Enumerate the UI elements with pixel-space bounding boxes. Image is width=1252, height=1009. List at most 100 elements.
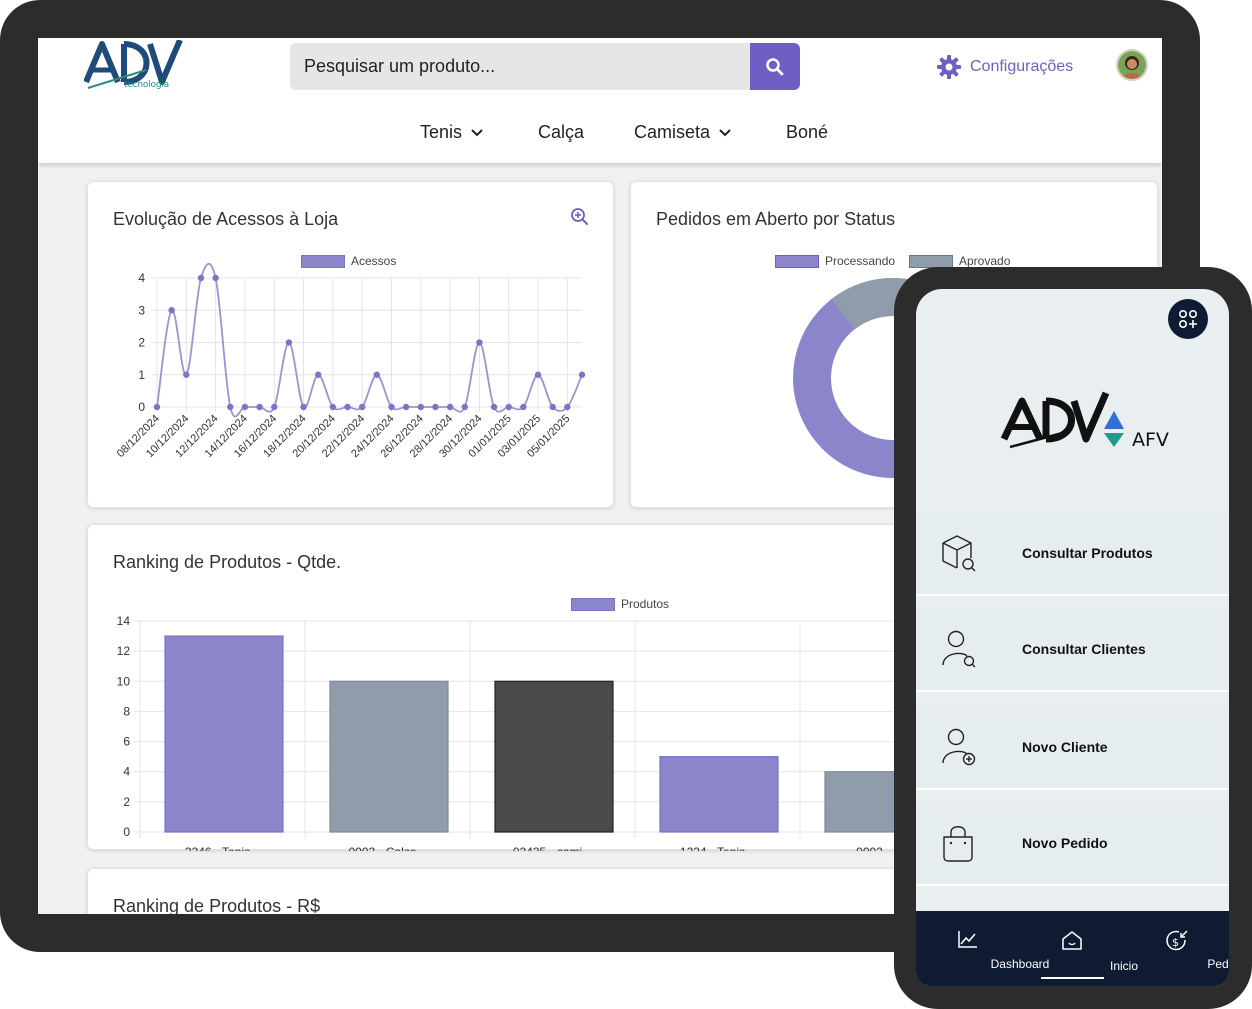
chevron-down-icon [719, 128, 731, 136]
data-point[interactable] [329, 403, 337, 411]
y-tick-label: 12 [117, 644, 131, 658]
legend-label: Acessos [351, 254, 397, 268]
category-nav: Tenis Calça Camiseta Boné [38, 122, 1162, 146]
tab-label: Pedidos [1207, 957, 1229, 971]
menu-label: Novo Cliente [1022, 739, 1108, 755]
gear-icon [937, 55, 961, 79]
data-point[interactable] [417, 403, 424, 411]
data-point[interactable] [578, 371, 586, 378]
data-point[interactable] [402, 403, 410, 411]
money-icon: $ [1166, 930, 1188, 951]
apps-button[interactable] [1168, 299, 1208, 339]
nav-item-bone[interactable]: Boné [786, 122, 828, 143]
y-tick-label: 2 [138, 336, 145, 350]
nav-item-label: Boné [786, 122, 829, 142]
search-input[interactable] [290, 43, 746, 90]
menu-label: Novo Pedido [1022, 835, 1108, 851]
nav-item-label: Calça [538, 122, 585, 142]
nav-item-calca[interactable]: Calça [538, 122, 584, 143]
legend-swatch-acessos [301, 254, 345, 268]
data-point[interactable] [153, 403, 161, 411]
data-point[interactable] [285, 339, 293, 346]
data-point[interactable] [315, 371, 322, 378]
data-point[interactable] [432, 403, 439, 411]
user-avatar[interactable] [1116, 49, 1148, 81]
data-point[interactable] [183, 371, 190, 378]
search-button[interactable] [750, 43, 800, 90]
user-search-icon [942, 630, 976, 668]
data-point[interactable] [271, 403, 278, 411]
data-point[interactable] [241, 403, 249, 411]
y-tick-label: 14 [117, 614, 131, 628]
y-tick-label: 3 [138, 303, 145, 317]
x-tick-label: 2346 - Tenis... [185, 845, 260, 851]
data-point[interactable] [212, 274, 219, 282]
data-point[interactable] [256, 403, 263, 411]
nav-item-label: Camiseta [634, 122, 711, 142]
data-point[interactable] [197, 274, 205, 282]
data-point[interactable] [490, 403, 498, 411]
adv-logo[interactable] [84, 40, 184, 96]
data-point[interactable] [373, 371, 381, 378]
menu-consultar-produtos[interactable]: Consultar Produtos [916, 512, 1229, 596]
series-line-acessos [156, 262, 583, 418]
ranking-qty-title: Ranking de Produtos - Qtde. [113, 552, 342, 572]
data-point[interactable] [520, 403, 527, 411]
menu-novo-cliente[interactable]: Novo Cliente [916, 706, 1229, 790]
user-add-icon [942, 728, 976, 766]
y-tick-label: 2 [123, 795, 130, 809]
data-point[interactable] [344, 403, 351, 411]
status-legend-aprovado: Aprovado [909, 254, 1010, 268]
nav-item-tenis[interactable]: Tenis [420, 122, 483, 143]
data-point[interactable] [476, 339, 483, 346]
y-tick-label: 0 [123, 825, 130, 839]
chevron-down-icon [471, 128, 483, 136]
menu-consultar-clientes[interactable]: Consultar Clientes [916, 608, 1229, 692]
data-point[interactable] [300, 403, 307, 411]
home-icon [1062, 931, 1082, 950]
menu-label: Consultar Clientes [1022, 641, 1146, 657]
data-point[interactable] [564, 403, 571, 411]
ranking-qty-legend: Produtos [571, 597, 669, 611]
data-point[interactable] [534, 371, 542, 378]
bar[interactable] [494, 680, 614, 833]
data-point[interactable] [505, 403, 512, 411]
tab-dashboard[interactable]: Dashboard [916, 911, 1049, 986]
box-search-icon [942, 535, 976, 572]
legend-swatch-produtos [571, 597, 615, 611]
apps-icon [1178, 309, 1198, 329]
tab-label: Inicio [1109, 959, 1138, 973]
y-tick-label: 10 [117, 674, 131, 688]
nav-item-label: Tenis [420, 122, 463, 142]
search-icon [766, 57, 784, 75]
data-point[interactable] [168, 307, 175, 314]
ranking-value-title: Ranking de Produtos - R$ [113, 896, 321, 914]
phone-screen: AFV Consultar Produtos Consultar Cliente… [916, 289, 1229, 986]
data-point[interactable] [446, 403, 454, 411]
y-tick-label: 0 [138, 400, 145, 414]
data-point[interactable] [227, 403, 234, 411]
access-chart-title: Evolução de Acessos à Loja [113, 209, 339, 229]
bar[interactable] [329, 680, 449, 833]
data-point[interactable] [388, 403, 395, 411]
settings-link[interactable]: Configurações [936, 54, 1073, 80]
data-point[interactable] [358, 403, 366, 411]
y-tick-label: 8 [123, 704, 130, 718]
site-header: tecnologia [38, 38, 1162, 163]
bar[interactable] [659, 756, 779, 833]
menu-novo-pedido[interactable]: Novo Pedido [916, 802, 1229, 886]
status-legend-processando: Processando [775, 254, 895, 268]
tab-pedidos[interactable]: $ Pedidos [1125, 911, 1229, 986]
tab-inicio[interactable]: Inicio [1020, 911, 1138, 986]
data-point[interactable] [549, 403, 556, 411]
zoom-in-icon[interactable] [570, 207, 590, 227]
settings-label: Configurações [970, 58, 1074, 75]
bar[interactable] [164, 635, 284, 833]
chart-line-icon [958, 931, 977, 948]
legend-label: Produtos [621, 597, 670, 611]
active-tab-indicator [1041, 977, 1104, 979]
x-tick-label: 0003 - Calça... [348, 845, 426, 851]
data-point[interactable] [461, 403, 468, 411]
nav-item-camiseta[interactable]: Camiseta [634, 122, 731, 143]
